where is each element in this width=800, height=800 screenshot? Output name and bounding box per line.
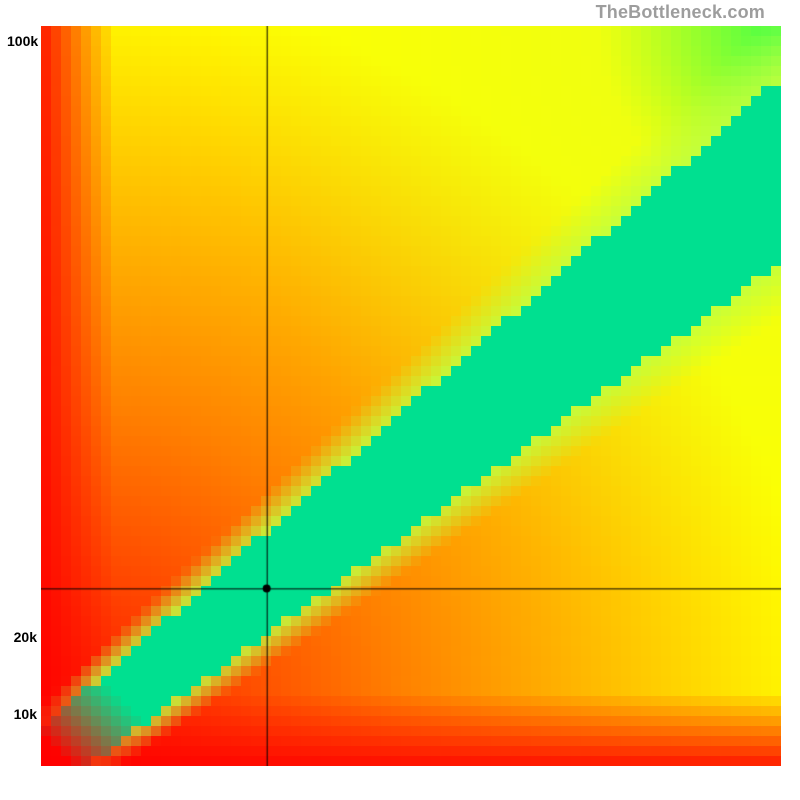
chart-container: { "attribution": "TheBottleneck.com", "c… (0, 0, 800, 800)
y-axis-tick-label: 100k (7, 33, 37, 49)
crosshair-overlay (41, 26, 781, 766)
y-axis-tick-label: 20k (7, 629, 37, 645)
attribution-text: TheBottleneck.com (596, 2, 765, 23)
y-axis-tick-label: 10k (7, 706, 37, 722)
